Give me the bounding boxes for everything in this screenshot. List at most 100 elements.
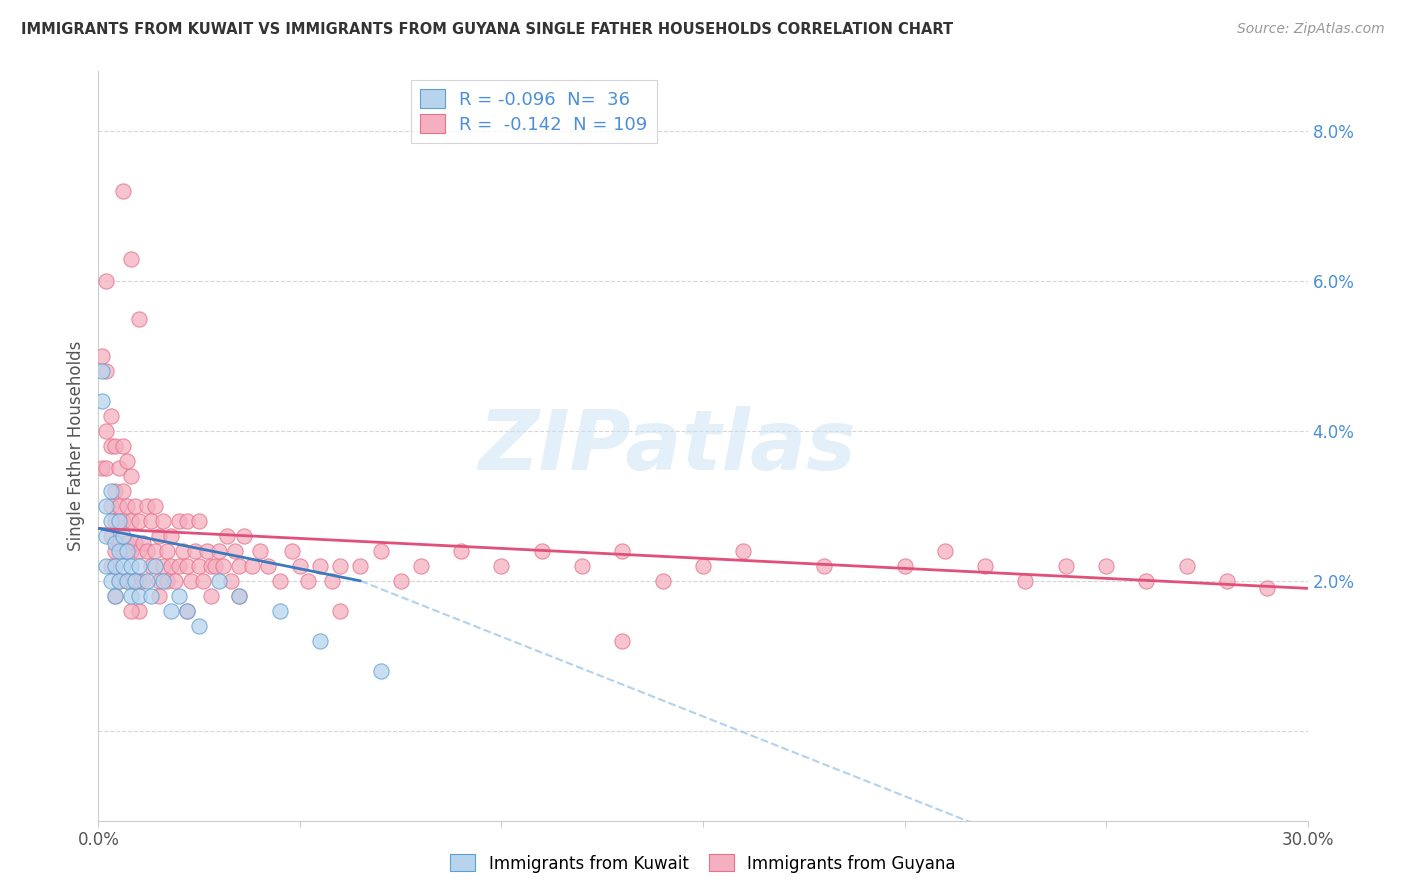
Point: [221, 574, 243, 588]
Point: [329, 604, 352, 618]
Point: [96, 364, 118, 378]
Point: [692, 558, 714, 573]
Point: [103, 589, 125, 603]
Point: [212, 558, 235, 573]
Point: [934, 544, 956, 558]
Point: [612, 633, 634, 648]
Point: [193, 574, 215, 588]
Point: [107, 499, 129, 513]
Point: [349, 558, 371, 573]
Point: [100, 483, 122, 498]
Point: [124, 536, 146, 550]
Point: [115, 454, 138, 468]
Point: [148, 574, 170, 588]
Point: [974, 558, 997, 573]
Point: [612, 544, 634, 558]
Point: [143, 499, 166, 513]
Point: [103, 558, 125, 573]
Point: [195, 544, 218, 558]
Point: [96, 499, 118, 513]
Point: [115, 499, 138, 513]
Point: [124, 574, 146, 588]
Point: [100, 574, 122, 588]
Point: [115, 544, 138, 558]
Legend: Immigrants from Kuwait, Immigrants from Guyana: Immigrants from Kuwait, Immigrants from …: [444, 847, 962, 880]
Point: [111, 184, 134, 198]
Point: [208, 544, 231, 558]
Point: [180, 574, 202, 588]
Point: [172, 544, 194, 558]
Point: [156, 544, 179, 558]
Legend: R = -0.096  N=  36, R =  -0.142  N = 109: R = -0.096 N= 36, R = -0.142 N = 109: [411, 80, 657, 143]
Point: [188, 619, 211, 633]
Point: [128, 544, 150, 558]
Point: [96, 461, 118, 475]
Point: [163, 574, 186, 588]
Point: [208, 574, 231, 588]
Point: [329, 558, 352, 573]
Point: [188, 514, 211, 528]
Point: [389, 574, 412, 588]
Point: [228, 558, 250, 573]
Point: [152, 574, 174, 588]
Point: [409, 558, 432, 573]
Point: [813, 558, 835, 573]
Point: [107, 574, 129, 588]
Point: [120, 252, 142, 266]
Point: [96, 424, 118, 438]
Point: [107, 536, 129, 550]
Text: Source: ZipAtlas.com: Source: ZipAtlas.com: [1237, 22, 1385, 37]
Point: [1256, 582, 1278, 596]
Point: [733, 544, 755, 558]
Point: [288, 558, 311, 573]
Point: [167, 514, 190, 528]
Point: [128, 311, 150, 326]
Point: [103, 514, 125, 528]
Point: [176, 604, 198, 618]
Text: IMMIGRANTS FROM KUWAIT VS IMMIGRANTS FROM GUYANA SINGLE FATHER HOUSEHOLDS CORREL: IMMIGRANTS FROM KUWAIT VS IMMIGRANTS FRO…: [21, 22, 953, 37]
Point: [160, 604, 183, 618]
Point: [309, 633, 332, 648]
Point: [156, 574, 179, 588]
Point: [167, 589, 190, 603]
Point: [370, 544, 392, 558]
Point: [111, 483, 134, 498]
Point: [1054, 558, 1077, 573]
Point: [115, 574, 138, 588]
Point: [107, 544, 129, 558]
Point: [176, 604, 198, 618]
Point: [100, 439, 122, 453]
Point: [91, 461, 114, 475]
Point: [124, 499, 146, 513]
Point: [91, 394, 114, 409]
Point: [139, 514, 162, 528]
Point: [96, 274, 118, 288]
Point: [200, 558, 222, 573]
Point: [111, 529, 134, 543]
Point: [115, 574, 138, 588]
Text: ZIPatlas: ZIPatlas: [478, 406, 856, 486]
Point: [96, 529, 118, 543]
Point: [115, 536, 138, 550]
Point: [128, 514, 150, 528]
Point: [143, 544, 166, 558]
Point: [107, 514, 129, 528]
Point: [111, 439, 134, 453]
Point: [100, 499, 122, 513]
Point: [111, 558, 134, 573]
Point: [309, 558, 332, 573]
Point: [204, 558, 226, 573]
Point: [135, 574, 157, 588]
Point: [240, 558, 263, 573]
Point: [228, 589, 250, 603]
Point: [224, 544, 246, 558]
Point: [217, 529, 239, 543]
Point: [249, 544, 271, 558]
Point: [128, 604, 150, 618]
Point: [148, 589, 170, 603]
Point: [120, 558, 142, 573]
Point: [139, 558, 162, 573]
Point: [188, 558, 211, 573]
Point: [1135, 574, 1157, 588]
Point: [103, 483, 125, 498]
